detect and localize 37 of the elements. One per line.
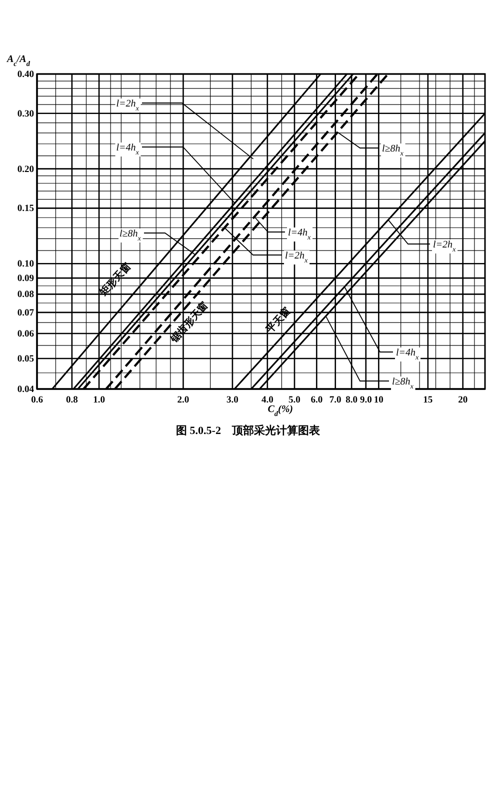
annotation: l=2h$_{x}$ <box>285 250 309 264</box>
x-tick-label: 0.8 <box>66 396 78 406</box>
x-tick-label: 3.0 <box>226 396 239 406</box>
y-tick-label: 0.10 <box>17 260 34 270</box>
x-tick-label: 5.0 <box>288 396 301 406</box>
annotation: l≥8h$_{x}$ <box>392 376 414 390</box>
y-tick-label: 0.09 <box>17 274 34 284</box>
y-axis-title: A$_{c}$/A$_{d}$ <box>6 54 30 68</box>
x-tick-label: 8.0 <box>346 396 358 406</box>
annotation: l≥8h$_{x}$ <box>382 144 404 158</box>
text: 图 5.0.5-2 顶部采光计算图表 <box>176 424 321 437</box>
x-tick-label: 6.0 <box>310 396 323 406</box>
x-tick-label: 7.0 <box>329 396 342 406</box>
x-tick-label: 15 <box>423 396 433 406</box>
x-tick-label: 10 <box>374 396 384 406</box>
y-tick-label: 0.05 <box>17 354 34 365</box>
x-tick-label: 2.0 <box>177 396 190 406</box>
y-tick-label: 0.15 <box>17 204 34 214</box>
y-tick-label: 0.08 <box>17 290 34 300</box>
y-tick-label: 0.07 <box>17 308 34 318</box>
x-tick-label: 1.0 <box>93 396 106 406</box>
y-tick-label: 0.04 <box>17 385 34 396</box>
annotation: l≥8h$_{x}$ <box>120 228 142 242</box>
x-tick-label: 4.0 <box>261 396 274 406</box>
x-tick-label: 0.6 <box>31 396 44 406</box>
y-tick-label: 0.30 <box>17 109 34 120</box>
y-tick-label: 0.06 <box>17 330 34 340</box>
x-tick-label: 9.0 <box>360 396 372 406</box>
annotation: l=2h$_{x}$ <box>433 240 457 254</box>
annotation: l=4h$_{x}$ <box>396 348 420 362</box>
x-tick-label: 20 <box>458 396 468 406</box>
annotation: l=4h$_{x}$ <box>116 142 140 156</box>
y-tick-label: 0.20 <box>17 164 34 175</box>
y-tick-label: 0.40 <box>17 70 34 80</box>
x-axis-title: C$_{d}$(%) <box>268 404 294 418</box>
annotation: l=4h$_{x}$ <box>288 228 312 242</box>
annotation: l=2h$_{x}$ <box>116 98 140 112</box>
